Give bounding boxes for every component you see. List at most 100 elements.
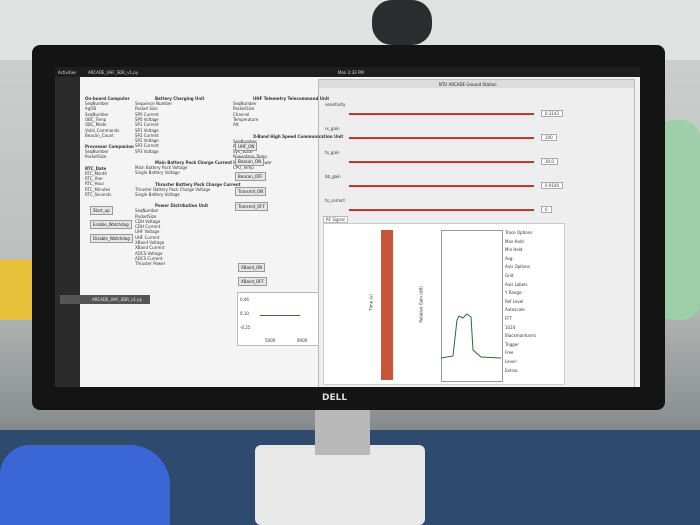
- slider-label: sensitivity: [325, 102, 346, 107]
- field-label: UHF Voltage: [135, 229, 160, 235]
- option: Axis Options: [505, 264, 531, 270]
- field-label: AgOB: [85, 106, 97, 112]
- plot-ytick: 0.46: [240, 297, 249, 302]
- section-title: RTC_Date: [85, 165, 107, 171]
- field-label: Valid_Commands: [85, 127, 120, 133]
- tab[interactable]: RF Signal: [323, 216, 348, 223]
- field-label: SP3 Voltage: [135, 148, 159, 154]
- plot-ytick: 0.10: [240, 311, 249, 316]
- section-title: X-Band High Speed Communication Unit: [253, 133, 344, 139]
- field-label: CDH Current: [135, 224, 161, 230]
- option: Avg:: [505, 255, 514, 261]
- field-label: CPU_Temp: [233, 165, 254, 170]
- command-button[interactable]: Disable_Watchdog: [90, 234, 133, 243]
- option: Trace Options: [505, 230, 533, 235]
- glove: [0, 445, 170, 525]
- option: Ref Level: [505, 298, 524, 304]
- field-label: XBand Current: [135, 245, 165, 251]
- window-title: NTU ARCADE Ground Station: [439, 82, 497, 87]
- field-label: OBC_Mode: [85, 122, 107, 128]
- option: Axis Labels: [505, 281, 528, 287]
- title-bar: [319, 80, 634, 88]
- field-label: SeqNumber: [233, 101, 257, 106]
- slider-value: 100: [541, 134, 557, 141]
- field-label: PacketSize: [135, 213, 157, 219]
- plot-xtick: 9000: [297, 338, 308, 343]
- field-label: Packet Size: [135, 106, 158, 112]
- plot-ytick: -0.25: [240, 325, 251, 330]
- field-label: Sequence Number: [135, 101, 173, 106]
- field-label: PacketSize: [233, 106, 255, 112]
- slider-track[interactable]: [349, 161, 534, 163]
- field-label: CDH Voltage: [135, 218, 161, 224]
- field-label: XBand Voltage: [135, 240, 165, 245]
- slider-track[interactable]: [349, 137, 534, 139]
- option: Grid: [505, 273, 514, 278]
- waterfall-ylabel: Time (s): [368, 294, 374, 311]
- activities[interactable]: Activities: [58, 70, 77, 75]
- slider-label: bb_gain: [325, 174, 341, 179]
- field-label: SeqNumber: [135, 208, 159, 214]
- command-button[interactable]: Enable_Watchdog: [90, 220, 132, 229]
- field-label: RTC_Month: [85, 170, 108, 176]
- field-label: SP2 Current: [135, 132, 159, 138]
- field-label: PacketSize: [85, 154, 107, 160]
- command-button[interactable]: Transmit_OFF: [235, 202, 268, 211]
- waterfall: [381, 230, 393, 380]
- slider-value: 0.9100: [541, 182, 563, 189]
- app-menu[interactable]: ARCADE_UHF_SDR_v1.py: [88, 70, 139, 75]
- field-label: RTC_Hour: [85, 181, 105, 187]
- field-label: Channel: [233, 111, 250, 117]
- command-button[interactable]: Beacon_OFF: [235, 172, 266, 181]
- field-label: RTC_Year: [85, 176, 103, 181]
- field-label: SP3 Current: [135, 143, 159, 149]
- ground-station-window: NTU ARCADE Ground Station RF Signal Time…: [318, 79, 635, 387]
- option: Autoscale: [505, 307, 525, 313]
- monitor-base: [255, 445, 425, 525]
- slider-label: tx_gain: [325, 150, 340, 155]
- field-label: ADCS Current: [135, 255, 163, 261]
- slider-value: 0: [541, 206, 552, 213]
- screen: Activities ARCADE_UHF_SDR_v1.py Mon 2:33…: [55, 67, 640, 387]
- section-title: UHF Telemetry Telecommand Unit: [253, 96, 330, 101]
- field-label: PowerAmp_Temp: [233, 154, 267, 159]
- clock: Mon 2:33 PM: [338, 70, 364, 75]
- field-label: UHF Current: [135, 234, 160, 240]
- option: FFT: [505, 316, 512, 321]
- slider-track[interactable]: [349, 209, 534, 211]
- slider-track[interactable]: [349, 185, 534, 187]
- slider-value: 30.0: [541, 158, 558, 165]
- section-title: On-board Computer: [85, 96, 130, 101]
- option: Trigger: [505, 341, 519, 347]
- field-label: Att: [233, 122, 239, 128]
- field-label: SP0 Current: [135, 111, 159, 117]
- field-label: OBC_Temp: [85, 116, 107, 122]
- section-title: Battery Charging Unit: [155, 96, 205, 101]
- section-title: Power Distribution Unit: [155, 203, 209, 209]
- mini-plot-line: [260, 315, 300, 316]
- command-button[interactable]: Transmit_ON: [235, 187, 267, 196]
- section-title: Main Battery Pack Charge Current: [155, 160, 233, 165]
- section-title: Processor Companion: [85, 144, 134, 150]
- slider-label: tx_correct: [325, 198, 345, 203]
- command-button[interactable]: UHF_ON: [235, 142, 258, 151]
- taskbar-item[interactable]: [60, 295, 150, 304]
- field-label: SP1 Voltage: [135, 127, 159, 133]
- option: Level:: [505, 359, 517, 364]
- command-button[interactable]: Start_up: [90, 206, 113, 215]
- field-label: SeqNumber: [85, 111, 109, 117]
- command-button[interactable]: XBand_OFF: [238, 277, 267, 286]
- field-label: Single Battery Voltage: [135, 191, 180, 197]
- top-bar: [55, 67, 640, 77]
- field-label: SP0 Voltage: [135, 116, 159, 122]
- mini-plot: [237, 292, 319, 346]
- field-label: SP2 Voltage: [135, 138, 159, 144]
- field-label: ADCS Voltage: [135, 250, 163, 256]
- fft-ylabel: Relative Gain (dB): [418, 286, 424, 323]
- field-label: SeqNumber: [233, 138, 257, 144]
- field-label: Thruster Power: [135, 261, 166, 267]
- command-button[interactable]: Beacon_ON: [235, 157, 264, 166]
- slider-track[interactable]: [349, 113, 534, 115]
- option: Max Hold: [505, 238, 524, 244]
- command-button[interactable]: XBand_ON: [238, 263, 266, 272]
